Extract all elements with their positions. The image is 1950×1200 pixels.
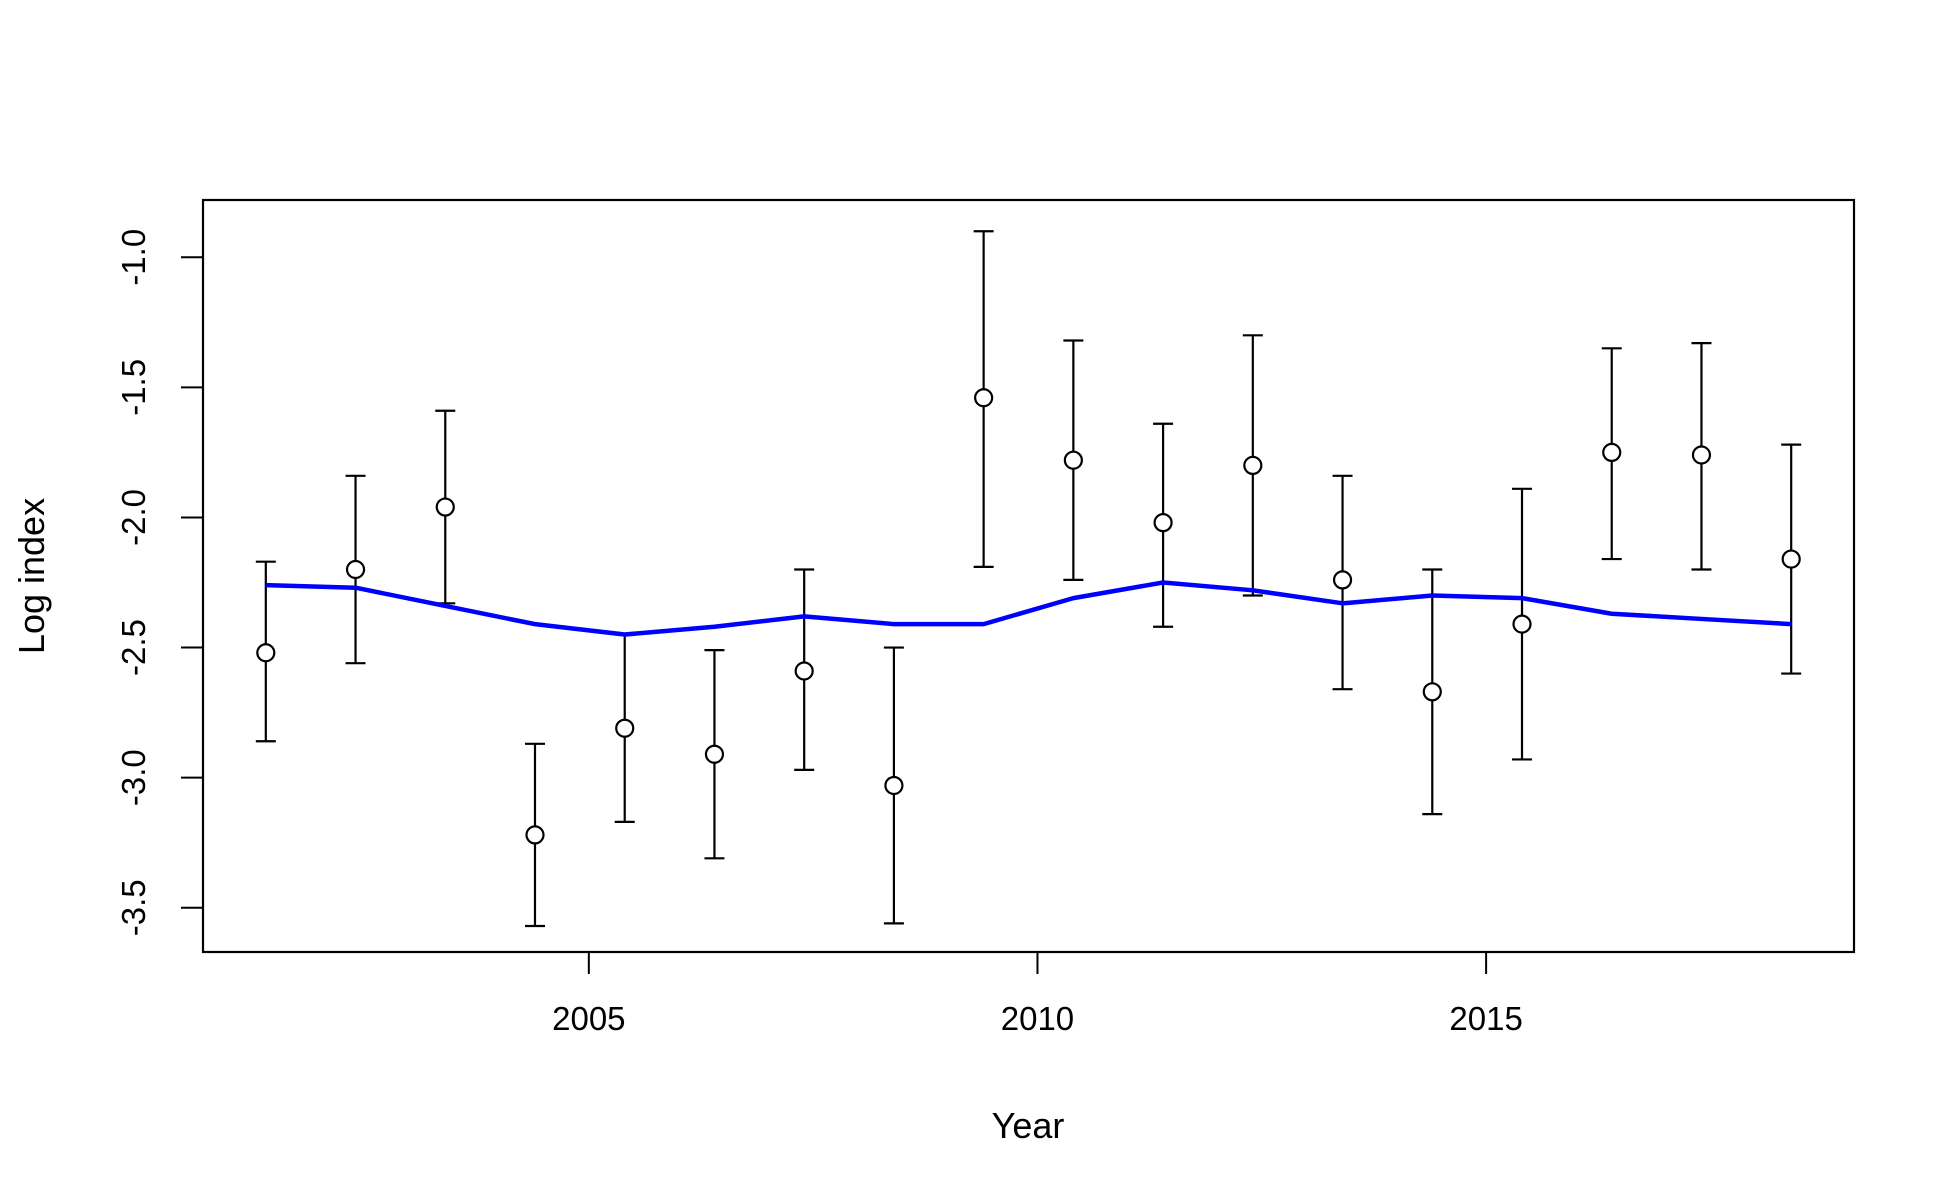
data-point	[435, 497, 455, 517]
x-tick-label: 2005	[552, 1000, 625, 1037]
x-axis: 2005 2010 2015	[552, 952, 1523, 1037]
x-axis-label: Year	[992, 1105, 1065, 1146]
data-point	[884, 775, 904, 796]
data-point	[1243, 455, 1263, 476]
data-point	[974, 388, 994, 408]
fitted-line	[265, 580, 1792, 637]
data-point	[256, 643, 276, 663]
data-point	[794, 661, 814, 681]
data-point	[1422, 682, 1442, 702]
data-point	[1512, 614, 1532, 634]
y-tick-label: -2.0	[115, 489, 152, 546]
plot-area	[255, 230, 1802, 928]
y-tick-label: -1.0	[115, 229, 152, 286]
y-tick-label: -1.5	[115, 359, 152, 416]
x-tick-label: 2015	[1449, 1000, 1522, 1037]
data-point	[345, 559, 366, 580]
data-point	[615, 718, 635, 738]
plot-frame	[201, 198, 1856, 954]
y-tick-label: -3.5	[115, 879, 152, 936]
data-point	[1691, 445, 1712, 465]
data-point	[1602, 442, 1622, 463]
data-point	[1332, 570, 1353, 590]
data-point	[1063, 450, 1083, 470]
data-point	[1781, 549, 1801, 569]
y-tick-label: -2.5	[115, 619, 152, 676]
y-axis: -3.5 -3.0 -2.5 -2.0 -1.5 -1.0	[115, 229, 203, 936]
data-point	[704, 744, 725, 764]
data-point	[1153, 513, 1173, 533]
x-tick-label: 2010	[1001, 1000, 1074, 1037]
y-axis-label: Log index	[11, 498, 52, 654]
y-tick-label: -3.0	[115, 749, 152, 806]
data-point	[525, 825, 545, 845]
